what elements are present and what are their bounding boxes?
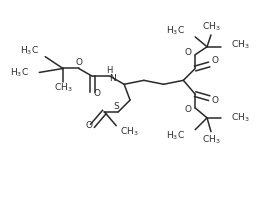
Text: CH$_3$: CH$_3$ [202, 21, 220, 33]
Text: CH$_3$: CH$_3$ [202, 133, 220, 146]
Text: O: O [85, 121, 92, 130]
Text: O: O [184, 106, 191, 114]
Text: CH$_3$: CH$_3$ [120, 125, 139, 138]
Text: H$_3$C: H$_3$C [11, 66, 29, 79]
Text: H$_3$C: H$_3$C [166, 25, 185, 37]
Text: H$_3$C: H$_3$C [20, 45, 39, 57]
Text: O: O [75, 58, 82, 67]
Text: O: O [212, 96, 219, 105]
Text: O: O [184, 48, 191, 57]
Text: H: H [106, 66, 113, 75]
Text: H$_3$C: H$_3$C [166, 129, 185, 142]
Text: N: N [109, 74, 116, 83]
Text: O: O [212, 56, 219, 65]
Text: S: S [113, 103, 119, 111]
Text: CH$_3$: CH$_3$ [231, 112, 249, 124]
Text: O: O [93, 89, 100, 98]
Text: CH$_3$: CH$_3$ [54, 82, 72, 95]
Text: CH$_3$: CH$_3$ [231, 39, 249, 51]
